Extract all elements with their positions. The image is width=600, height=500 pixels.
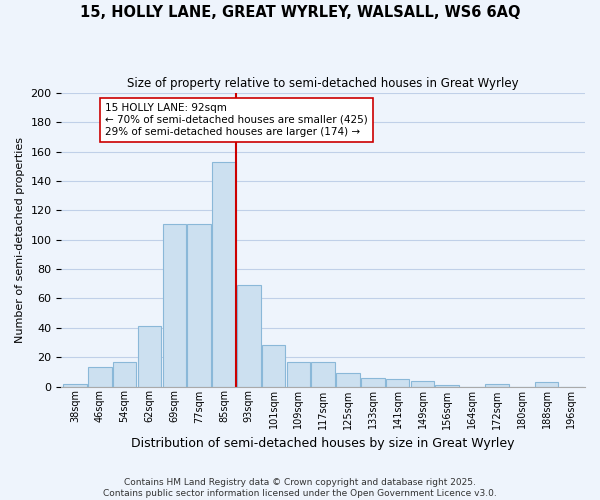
Bar — [436, 385, 459, 386]
Bar — [212, 162, 236, 386]
Text: 15 HOLLY LANE: 92sqm
← 70% of semi-detached houses are smaller (425)
29% of semi: 15 HOLLY LANE: 92sqm ← 70% of semi-detac… — [105, 104, 368, 136]
Bar — [485, 384, 509, 386]
Bar — [237, 286, 260, 386]
Bar — [410, 380, 434, 386]
Bar — [535, 382, 559, 386]
Bar — [361, 378, 385, 386]
Bar — [311, 362, 335, 386]
Y-axis label: Number of semi-detached properties: Number of semi-detached properties — [15, 137, 25, 343]
Text: Contains HM Land Registry data © Crown copyright and database right 2025.
Contai: Contains HM Land Registry data © Crown c… — [103, 478, 497, 498]
Bar — [386, 379, 409, 386]
Bar — [113, 362, 136, 386]
Bar — [163, 224, 186, 386]
Bar — [262, 346, 286, 387]
Bar — [187, 224, 211, 386]
Bar — [336, 374, 360, 386]
Bar — [63, 384, 87, 386]
Title: Size of property relative to semi-detached houses in Great Wyrley: Size of property relative to semi-detach… — [127, 78, 519, 90]
Bar — [287, 362, 310, 386]
X-axis label: Distribution of semi-detached houses by size in Great Wyrley: Distribution of semi-detached houses by … — [131, 437, 515, 450]
Bar — [138, 326, 161, 386]
Bar — [88, 368, 112, 386]
Text: 15, HOLLY LANE, GREAT WYRLEY, WALSALL, WS6 6AQ: 15, HOLLY LANE, GREAT WYRLEY, WALSALL, W… — [80, 5, 520, 20]
